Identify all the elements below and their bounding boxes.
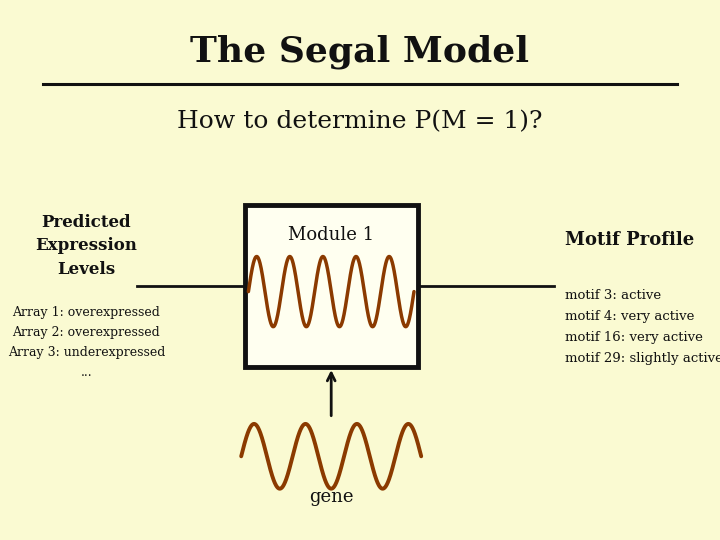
Text: motif 3: active
motif 4: very active
motif 16: very active
motif 29: slightly ac: motif 3: active motif 4: very active mot…: [565, 289, 720, 365]
Text: Array 1: overexpressed
Array 2: overexpressed
Array 3: underexpressed
...: Array 1: overexpressed Array 2: overexpr…: [8, 306, 165, 380]
Text: Predicted
Expression
Levels: Predicted Expression Levels: [35, 214, 138, 278]
Text: gene: gene: [309, 488, 354, 506]
Bar: [245, 205, 418, 367]
Text: The Segal Model: The Segal Model: [191, 34, 529, 69]
Text: How to determine P(M = 1)?: How to determine P(M = 1)?: [177, 110, 543, 133]
Text: Motif Profile: Motif Profile: [565, 231, 695, 249]
Text: Module 1: Module 1: [288, 226, 374, 244]
